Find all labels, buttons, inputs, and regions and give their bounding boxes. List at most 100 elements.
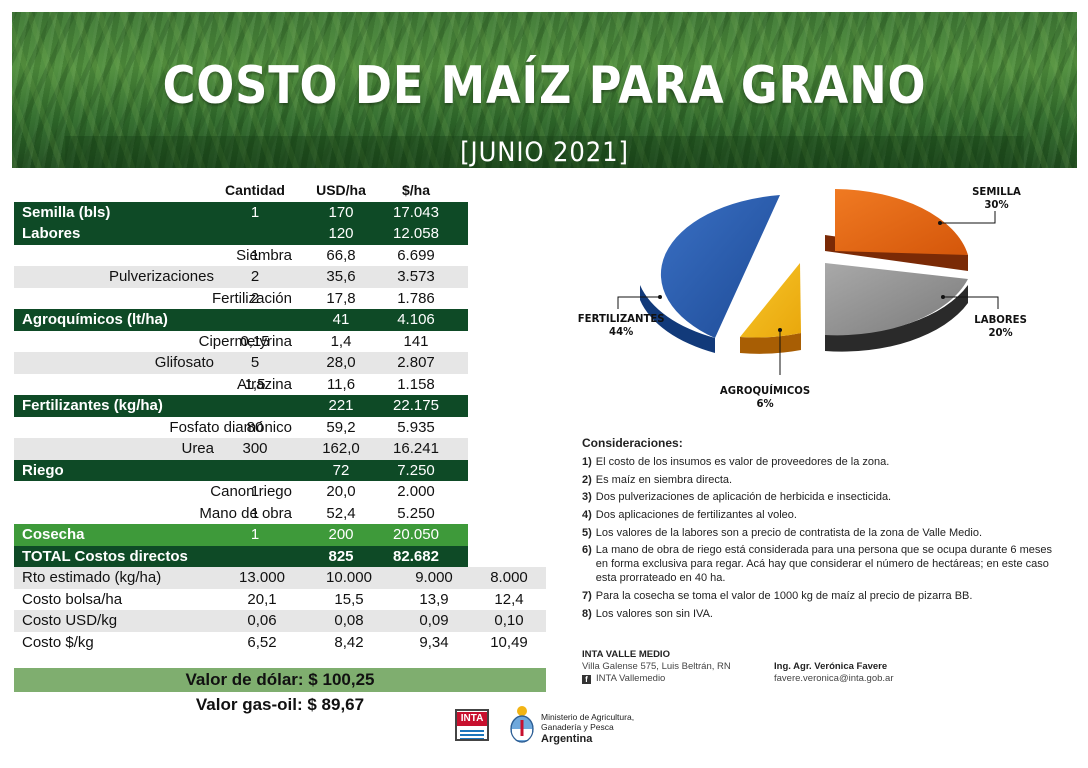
row-ars: 1.786 (397, 289, 435, 307)
consideration-item: 2) Es maíz en siembra directa. (582, 473, 1062, 487)
row-qty: 2 (250, 289, 260, 307)
table-row: Labores 120 12.058 (14, 223, 468, 245)
header-banner: COSTO DE MAÍZ PARA GRANO [JUNIO 2021] (12, 12, 1077, 168)
facebook-icon: f (582, 675, 591, 684)
summary-row: Costo USD/kg 0,06 0,08 0,09 0,10 (14, 610, 546, 632)
summary-value: 10.000 (326, 569, 372, 586)
summary-label: Costo USD/kg (22, 612, 118, 629)
consideration-number: 7) (582, 590, 592, 603)
considerations: Consideraciones: 1) El costo de los insum… (582, 436, 1062, 625)
summary-value: 13,9 (419, 590, 449, 608)
row-qty: 1 (250, 203, 260, 221)
cost-table: Cantidad USD/ha $/ha Semilla (bls) 1 170 17… (14, 180, 546, 653)
summary-label: Rto estimado (kg/ha) (22, 569, 162, 586)
summary-value: 8.000 (490, 569, 528, 586)
consideration-text: El costo de los insumos es valor de prov… (595, 456, 890, 468)
pie-svg (617, 189, 999, 375)
row-label: Labores (22, 225, 81, 242)
row-usd: 35,6 (326, 268, 356, 285)
row-qty: 0,15 (240, 332, 270, 350)
table-row: Canon riego 1 20,0 2.000 (14, 481, 546, 503)
consideration-number: 3) (582, 491, 592, 504)
table-row: TOTAL Costos directos 825 82.682 (14, 545, 468, 567)
header-ars: $/ha (401, 182, 430, 198)
consideration-text: Los valores de la labores son a precio d… (595, 526, 983, 539)
row-ars: 5.935 (397, 418, 435, 436)
consideration-item: 4) Dos aplicaciones de fertilizantes al v… (582, 508, 1062, 522)
row-label: Fosfato diamónico (169, 418, 292, 436)
pie-label-semilla: SEMILLA 30% (972, 185, 1021, 211)
row-usd: 52,4 (326, 504, 356, 522)
dot-fertilizantes (658, 295, 662, 299)
dot-agroquimicos (778, 328, 782, 332)
row-qty: 1 (250, 483, 260, 500)
summary-value: 6,52 (247, 633, 277, 651)
consideration-number: 2) (582, 473, 592, 486)
summary-row: Costo $/kg 6,52 8,42 9,34 10,49 (14, 631, 546, 653)
header-usd: USD/ha (316, 182, 366, 198)
consideration-text: La mano de obra de riego está considerad… (595, 544, 1052, 585)
inta-logo: INTA (455, 709, 489, 741)
row-ars: 17.043 (393, 203, 439, 221)
summary-value: 9.000 (415, 569, 453, 586)
slice-labores-side (825, 285, 968, 352)
slice-agroquimicos-side (740, 333, 801, 354)
row-label: Agroquímicos (lt/ha) (22, 311, 168, 328)
row-usd: 1,4 (330, 332, 352, 350)
leader-fertilizantes (617, 296, 660, 309)
row-label: Siembra (236, 246, 292, 264)
table-row: Glifosato 5 28,0 2.807 (14, 352, 468, 374)
leader-labores (943, 296, 999, 309)
row-usd: 17,8 (326, 289, 356, 307)
pie-label-agroquimicos: AGROQUÍMICOS 6% (719, 384, 811, 410)
table-row: Agroquímicos (lt/ha) 41 4.106 (14, 309, 468, 331)
consideration-number: 8) (582, 607, 592, 620)
consideration-item: 7) Para la cosecha se toma el valor de 10… (582, 589, 1062, 603)
row-usd: 20,0 (326, 483, 356, 500)
row-usd: 28,0 (326, 354, 356, 371)
consideration-text: Para la cosecha se toma el valor de 1000… (595, 590, 973, 603)
consideration-item: 1) El costo de los insumos es valor de pr… (582, 455, 1062, 469)
pie-label-labores: LABORES 20% (974, 313, 1027, 339)
consideration-item: 3) Dos pulverizaciones de aplicación de h… (582, 490, 1062, 504)
consideration-item: 6) La mano de obra de riego está consider… (582, 543, 1062, 585)
summary-value: 15,5 (334, 590, 364, 608)
leader-semilla (940, 211, 996, 224)
row-usd: 170 (328, 203, 354, 221)
row-ars: 5.250 (397, 504, 435, 522)
row-label: TOTAL Costos directos (22, 547, 188, 565)
table-row: Pulverizaciones 2 35,6 3.573 (14, 266, 468, 288)
page-date: [JUNIO 2021] (65, 136, 1024, 168)
table-row: Siembra 1 66,8 6.699 (14, 245, 546, 267)
table-row: Semilla (bls) 1 170 17.043 (14, 201, 468, 223)
row-ars: 6.699 (397, 246, 435, 264)
row-ars: 2.807 (397, 354, 435, 371)
row-ars: 22.175 (393, 397, 439, 414)
dot-semilla (938, 221, 942, 225)
row-label: Pulverizaciones (108, 268, 214, 285)
consideration-number: 6) (582, 544, 592, 557)
org-social[interactable]: f INTA Vallemedio (582, 673, 1062, 685)
summary-value: 0,10 (494, 612, 524, 629)
pie-label-fertilizantes: FERTILIZANTES 44% (577, 312, 665, 338)
summary-row: Rto estimado (kg/ha) 13.000 10.000 9.000 8.0… (14, 567, 546, 589)
row-ars: 12.058 (393, 225, 439, 242)
consideration-number: 1) (582, 456, 592, 468)
row-usd: 72 (332, 461, 350, 479)
argentina-seal-icon (510, 706, 534, 743)
row-label: Riego (22, 461, 64, 479)
table-row: Cosecha 1 200 20.050 (14, 524, 468, 546)
row-label: Atrazina (236, 375, 292, 393)
cost-pie-chart: SEMILLA 30% LABORES 20% AGROQUÍMICOS 6% FER… (560, 175, 1080, 420)
table-row: Cipermetyrina 0,15 1,4 141 (14, 331, 546, 353)
row-ars: 3.573 (397, 268, 435, 285)
row-ars: 7.250 (397, 461, 435, 479)
consideration-text: Dos aplicaciones de fertilizantes al vol… (595, 509, 797, 522)
row-usd: 200 (328, 526, 354, 543)
slice-agroquimicos (740, 263, 801, 338)
contact-email[interactable]: favere.veronica@inta.gob.ar (774, 673, 894, 684)
row-label: Mano de obra (199, 504, 292, 522)
org-name: INTA VALLE MEDIO (582, 649, 670, 660)
row-usd: 41 (332, 311, 350, 328)
table-row: Atrazina 1,5 11,6 1.158 (14, 374, 546, 396)
